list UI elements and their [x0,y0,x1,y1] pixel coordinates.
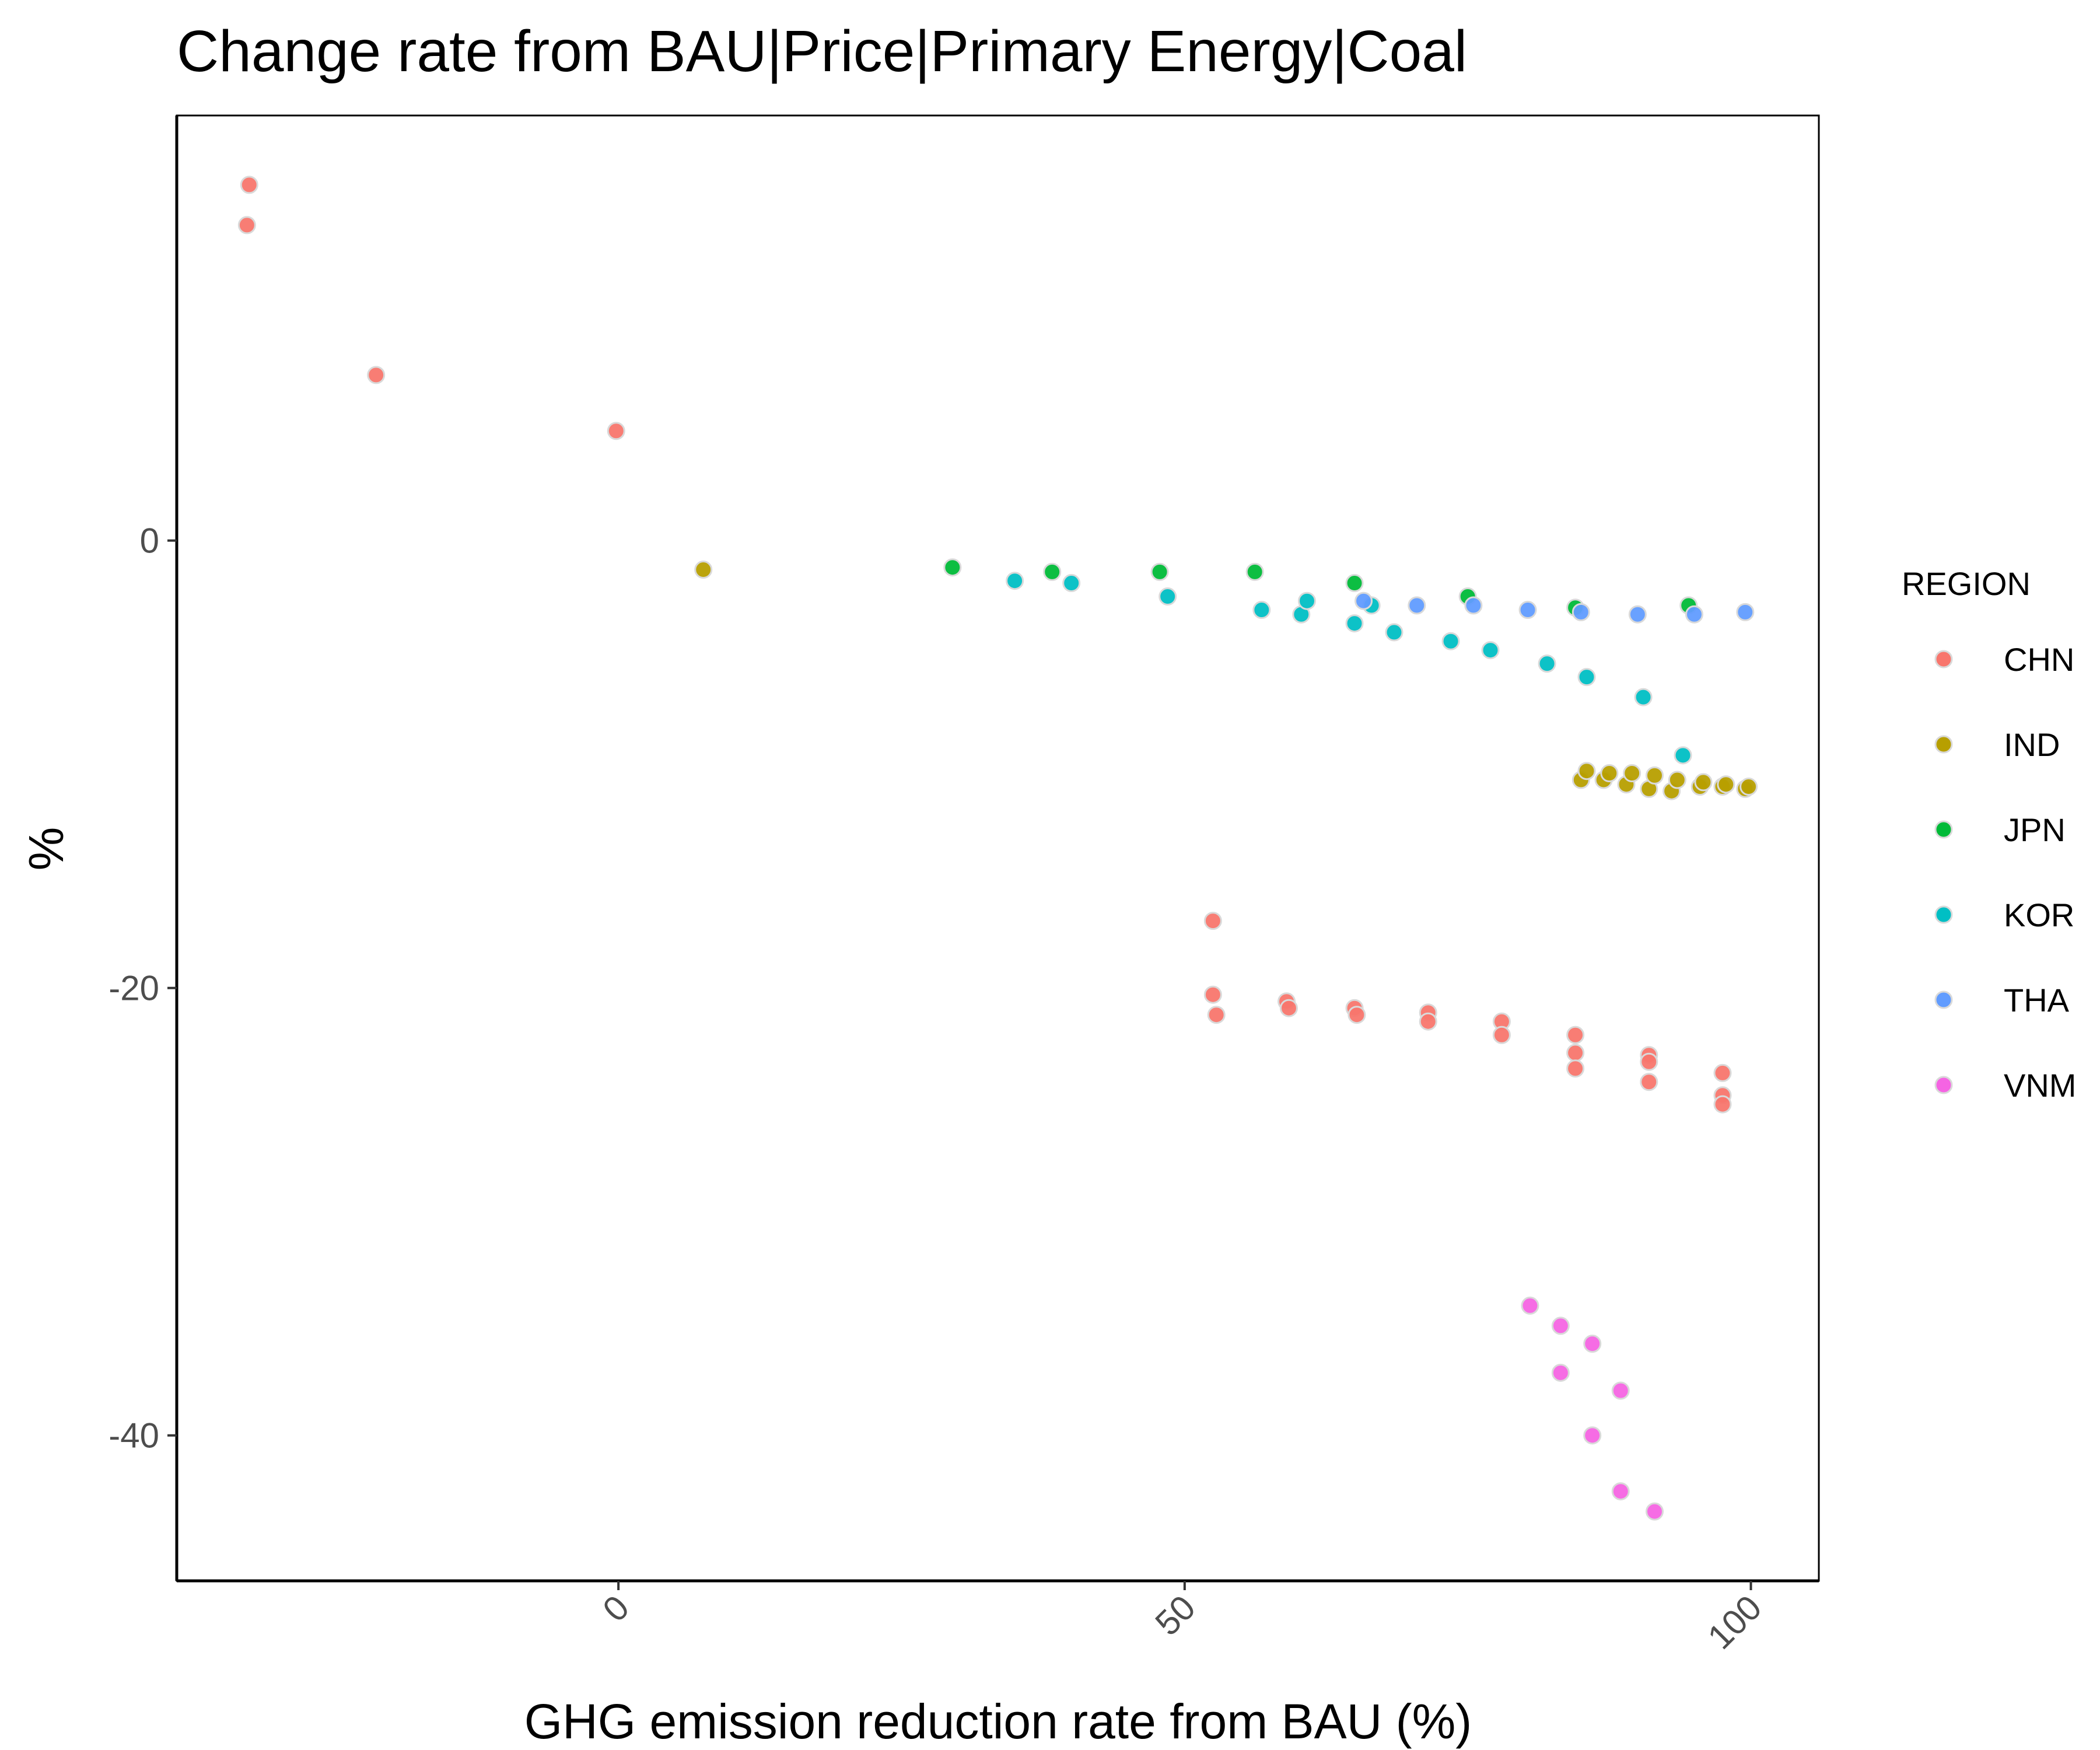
series-tha [1354,592,1755,624]
data-point [1566,1044,1585,1062]
data-points [237,176,1758,1521]
data-point [1345,614,1364,633]
data-point [1646,766,1664,785]
data-point [1385,623,1404,642]
data-point [1713,1063,1732,1082]
data-point [1577,762,1596,780]
data-point [1583,1426,1602,1445]
data-point [1207,1006,1226,1024]
plot-panel [176,114,1820,1582]
legend-key [1934,820,1953,839]
legend: REGION CHN IND JPN KOR THA VNM [1902,565,2076,1104]
data-point [1203,912,1222,930]
data-point [1297,592,1316,610]
legend-key [1934,735,1953,754]
x-tick-label: 100 [1700,1588,1769,1657]
data-point [1623,764,1642,783]
data-point [1279,999,1298,1017]
data-point [1694,773,1713,792]
x-tick-label: 50 [1147,1588,1203,1643]
data-point [1062,574,1081,593]
data-point [1252,601,1271,620]
data-point [1150,562,1169,581]
data-point [1354,592,1373,610]
data-point [1600,764,1619,783]
data-point [943,558,962,577]
data-point [1717,775,1735,794]
data-point [1481,641,1500,660]
data-point [1634,688,1653,706]
data-point [1408,596,1426,615]
data-point [1628,605,1647,624]
data-point [1419,1012,1437,1031]
data-point [367,366,386,384]
data-point [1551,1317,1570,1335]
data-point [1551,1363,1570,1382]
data-point [1640,1073,1658,1091]
data-point [1566,1026,1585,1044]
legend-key [1934,905,1953,924]
legend-title: REGION [1902,565,2031,602]
x-axis-title: GHG emission reduction rate from BAU (%) [524,1694,1472,1749]
x-axis-ticks: 0 50 100 [595,1581,1769,1657]
legend-label: CHN [2004,641,2074,678]
data-point [1538,654,1556,673]
data-point [1006,572,1024,590]
legend-label: IND [2004,726,2060,763]
data-point [1668,771,1686,789]
data-point [1577,668,1596,687]
data-point [1566,1059,1585,1078]
data-point [1736,603,1755,621]
legend-label: VNM [2004,1067,2076,1104]
y-tick-label: -20 [108,969,159,1008]
data-point [1640,1052,1658,1071]
y-tick-label: -40 [108,1416,159,1455]
series-vnm [1521,1296,1664,1521]
data-point [1740,778,1758,796]
legend-key [1934,1076,1953,1094]
data-point [1685,605,1703,624]
legend-key [1934,991,1953,1009]
data-point [1043,562,1062,581]
data-point [240,176,258,194]
data-point [1674,746,1692,765]
series-jpn [943,558,1698,617]
legend-label: THA [2004,982,2070,1019]
data-point [1518,601,1537,620]
y-axis-ticks: 0 -20 -40 [108,522,177,1455]
data-point [1345,574,1364,593]
legend-label: JPN [2004,811,2066,848]
data-point [1245,562,1264,581]
data-point [607,422,625,440]
legend-label: KOR [2004,897,2074,933]
data-point [1464,596,1483,615]
data-point [1158,587,1177,606]
data-point [237,216,256,235]
data-point [1611,1482,1630,1501]
data-point [1572,603,1590,621]
series-chn [237,176,1732,1114]
series-ind [694,561,1758,800]
data-point [1348,1006,1366,1024]
data-point [1492,1026,1511,1044]
y-axis-title: % [19,827,74,871]
data-point [1441,632,1460,650]
data-point [1611,1381,1630,1400]
y-tick-label: 0 [140,522,159,561]
data-point [694,561,713,579]
x-tick-label: 0 [595,1588,636,1629]
data-point [1521,1296,1539,1315]
data-point [1713,1095,1732,1114]
chart-title: Change rate from BAU|Price|Primary Energ… [177,19,1467,84]
data-point [1646,1502,1664,1521]
data-point [1203,985,1222,1004]
legend-key [1934,650,1953,668]
data-point [1583,1334,1602,1353]
